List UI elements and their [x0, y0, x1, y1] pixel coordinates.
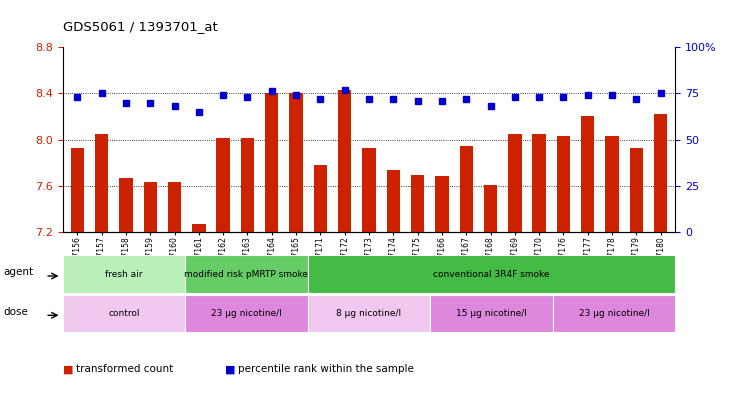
Text: dose: dose	[3, 307, 28, 316]
Text: conventional 3R4F smoke: conventional 3R4F smoke	[433, 270, 550, 279]
Text: percentile rank within the sample: percentile rank within the sample	[238, 364, 414, 375]
Bar	[508, 134, 522, 232]
Text: 23 μg nicotine/l: 23 μg nicotine/l	[579, 309, 649, 318]
Bar	[532, 134, 546, 232]
Text: modified risk pMRTP smoke: modified risk pMRTP smoke	[184, 270, 308, 279]
Bar	[556, 136, 570, 232]
Bar	[168, 182, 182, 232]
Bar	[362, 148, 376, 232]
Bar	[289, 94, 303, 232]
Bar	[120, 178, 133, 232]
Bar	[654, 114, 667, 232]
Text: 23 μg nicotine/l: 23 μg nicotine/l	[211, 309, 282, 318]
Bar	[435, 176, 449, 232]
Bar	[553, 295, 675, 332]
Bar	[144, 182, 157, 232]
Bar	[308, 295, 430, 332]
Bar	[460, 147, 473, 232]
Text: 8 μg nicotine/l: 8 μg nicotine/l	[337, 309, 401, 318]
Bar	[265, 94, 278, 232]
Text: GDS5061 / 1393701_at: GDS5061 / 1393701_at	[63, 20, 218, 33]
Bar	[95, 134, 108, 232]
Bar	[216, 138, 230, 232]
Bar	[63, 295, 185, 332]
Bar	[185, 295, 308, 332]
Bar	[241, 138, 254, 232]
Text: 15 μg nicotine/l: 15 μg nicotine/l	[456, 309, 527, 318]
Text: ■: ■	[63, 364, 73, 375]
Text: fresh air: fresh air	[106, 270, 142, 279]
Bar	[430, 295, 553, 332]
Text: control: control	[108, 309, 139, 318]
Bar	[338, 90, 351, 232]
Bar	[630, 148, 643, 232]
Bar	[308, 255, 675, 293]
Text: agent: agent	[3, 267, 33, 277]
Bar	[63, 255, 185, 293]
Text: transformed count: transformed count	[76, 364, 173, 375]
Bar	[484, 185, 497, 232]
Bar	[387, 169, 400, 232]
Bar	[71, 148, 84, 232]
Bar	[314, 165, 327, 232]
Bar	[192, 224, 206, 232]
Text: ■: ■	[225, 364, 235, 375]
Bar	[581, 116, 594, 232]
Bar	[605, 136, 618, 232]
Bar	[411, 175, 424, 232]
Bar	[185, 255, 308, 293]
